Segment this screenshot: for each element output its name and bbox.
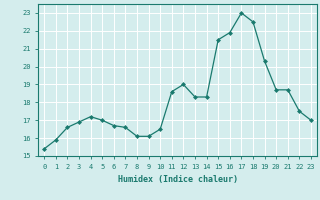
X-axis label: Humidex (Indice chaleur): Humidex (Indice chaleur) (118, 175, 238, 184)
